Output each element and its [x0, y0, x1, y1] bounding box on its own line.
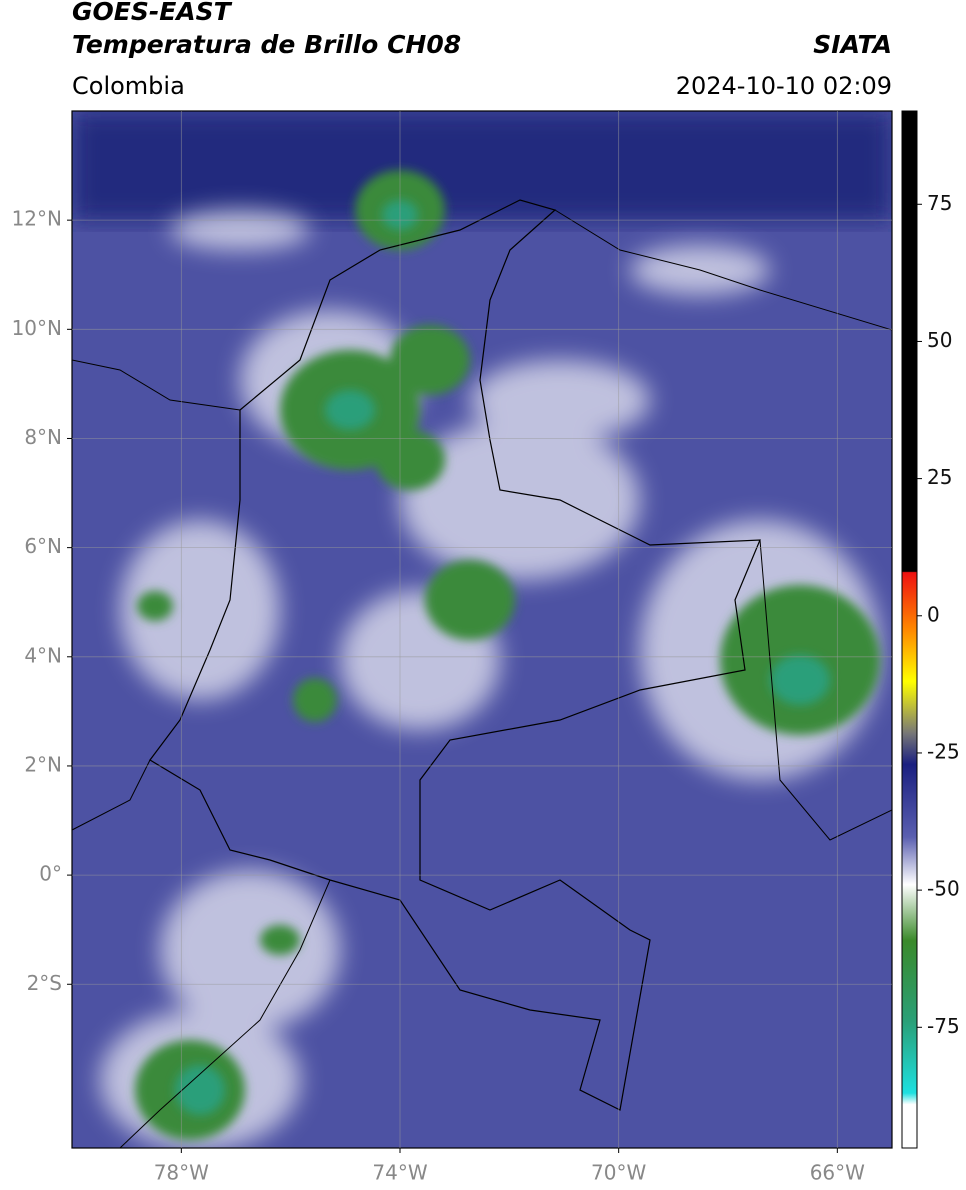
x-tick-label: 74°W	[372, 1161, 427, 1185]
y-tick-label: 12°N	[12, 207, 62, 231]
colorbar-tick-label: -25	[927, 739, 960, 763]
grid	[72, 111, 892, 1148]
colorbar-tick-label: -75	[927, 1014, 960, 1038]
map-frame	[71, 110, 893, 1149]
source: SIATA	[813, 30, 892, 59]
region: Colombia	[72, 72, 185, 100]
coastline	[554, 209, 892, 331]
border	[149, 199, 761, 1111]
subtitle: Temperatura de Brillo CH08	[72, 30, 461, 59]
title: GOES-EAST	[72, 0, 233, 26]
colorbar-tick-label: 75	[927, 191, 952, 215]
border	[759, 539, 892, 841]
x-tick-label: 78°W	[154, 1161, 209, 1185]
coastline	[72, 759, 151, 831]
datetime: 2024-10-10 02:09	[676, 72, 892, 100]
y-tick-label: 0°	[39, 862, 62, 886]
y-tick-label: 6°N	[24, 534, 62, 558]
colorbar	[901, 110, 918, 1149]
x-tick-label: 66°W	[810, 1161, 865, 1185]
y-tick-label: 4°N	[24, 643, 62, 667]
colorbar-tick-label: 50	[927, 328, 952, 352]
x-tick-label: 70°W	[591, 1161, 646, 1185]
colorbar-tick-label: 25	[927, 465, 952, 489]
y-tick-label: 8°N	[24, 425, 62, 449]
y-tick-label: 2°S	[27, 971, 62, 995]
y-tick-label: 2°N	[24, 752, 62, 776]
border	[119, 879, 331, 1148]
satellite-image	[72, 111, 892, 1148]
border	[72, 359, 241, 411]
colorbar-tick-label: 0	[927, 602, 940, 626]
y-tick-label: 10°N	[12, 316, 62, 340]
colorbar-tick-label: -50	[927, 877, 960, 901]
